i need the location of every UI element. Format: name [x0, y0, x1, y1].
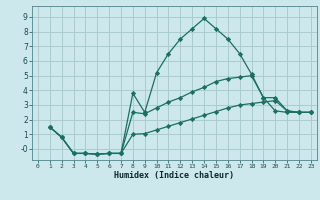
- X-axis label: Humidex (Indice chaleur): Humidex (Indice chaleur): [115, 171, 234, 180]
